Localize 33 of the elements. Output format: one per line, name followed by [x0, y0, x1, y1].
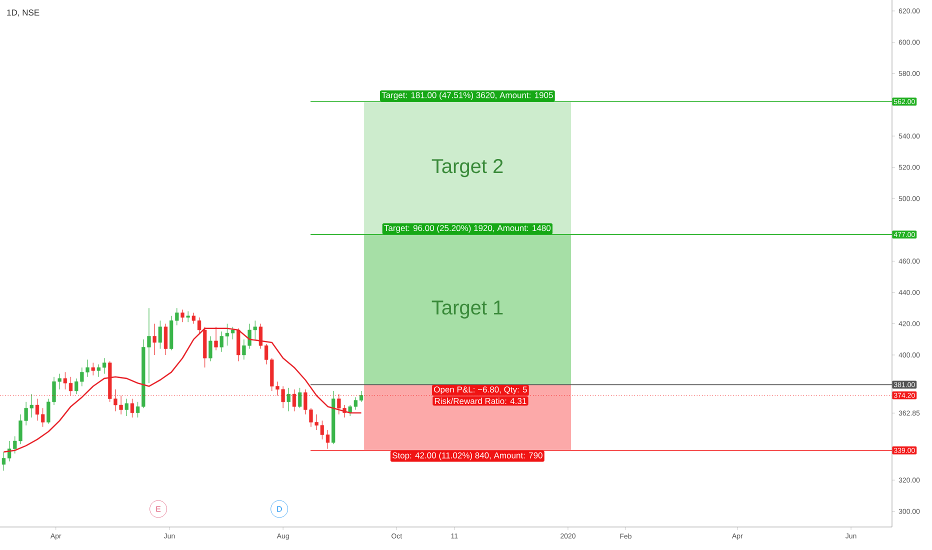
candlestick: [152, 323, 156, 356]
candlestick: [63, 372, 68, 390]
candlestick: [96, 364, 101, 378]
candlestick: [124, 398, 128, 416]
annotation: E: [156, 506, 161, 512]
text: 1D, NSE: [7, 10, 40, 17]
annotation: Open P&L: −6.80, Qty: 5: [434, 386, 527, 394]
candlestick: [208, 336, 212, 362]
annotation: Target: 96.00 (25.20%) 1920, Amount: 1480: [384, 224, 551, 233]
candlestick: [41, 408, 45, 428]
candlestick: [186, 310, 190, 322]
candlestick: [359, 390, 364, 402]
candlestick: [292, 389, 296, 412]
candlestick: [68, 376, 73, 396]
candlestick: [130, 398, 134, 418]
candlestick: [192, 312, 196, 324]
candlestick: [230, 326, 235, 340]
candlestick: [164, 323, 168, 356]
candlestick: [91, 362, 95, 376]
candlestick: [2, 452, 6, 472]
annotation: Stop: 42.00 (11.02%) 840, Amount: 790: [392, 452, 542, 460]
annotation: Target: 181.00 (47.51%) 3620, Amount: 1905: [382, 92, 553, 100]
candlestick: [326, 430, 330, 450]
candlestick: [35, 398, 40, 421]
candlestick: [298, 388, 302, 408]
candlestick: [102, 358, 106, 374]
candlestick: [286, 388, 290, 412]
candlestick: [180, 309, 184, 322]
band-label: Target 2: [432, 159, 503, 178]
candlestick: [158, 320, 162, 350]
annotation: Risk/Reward Ratio: 4.31: [434, 398, 526, 404]
annotation: D: [277, 506, 282, 512]
band-label: Target 1: [432, 300, 503, 319]
